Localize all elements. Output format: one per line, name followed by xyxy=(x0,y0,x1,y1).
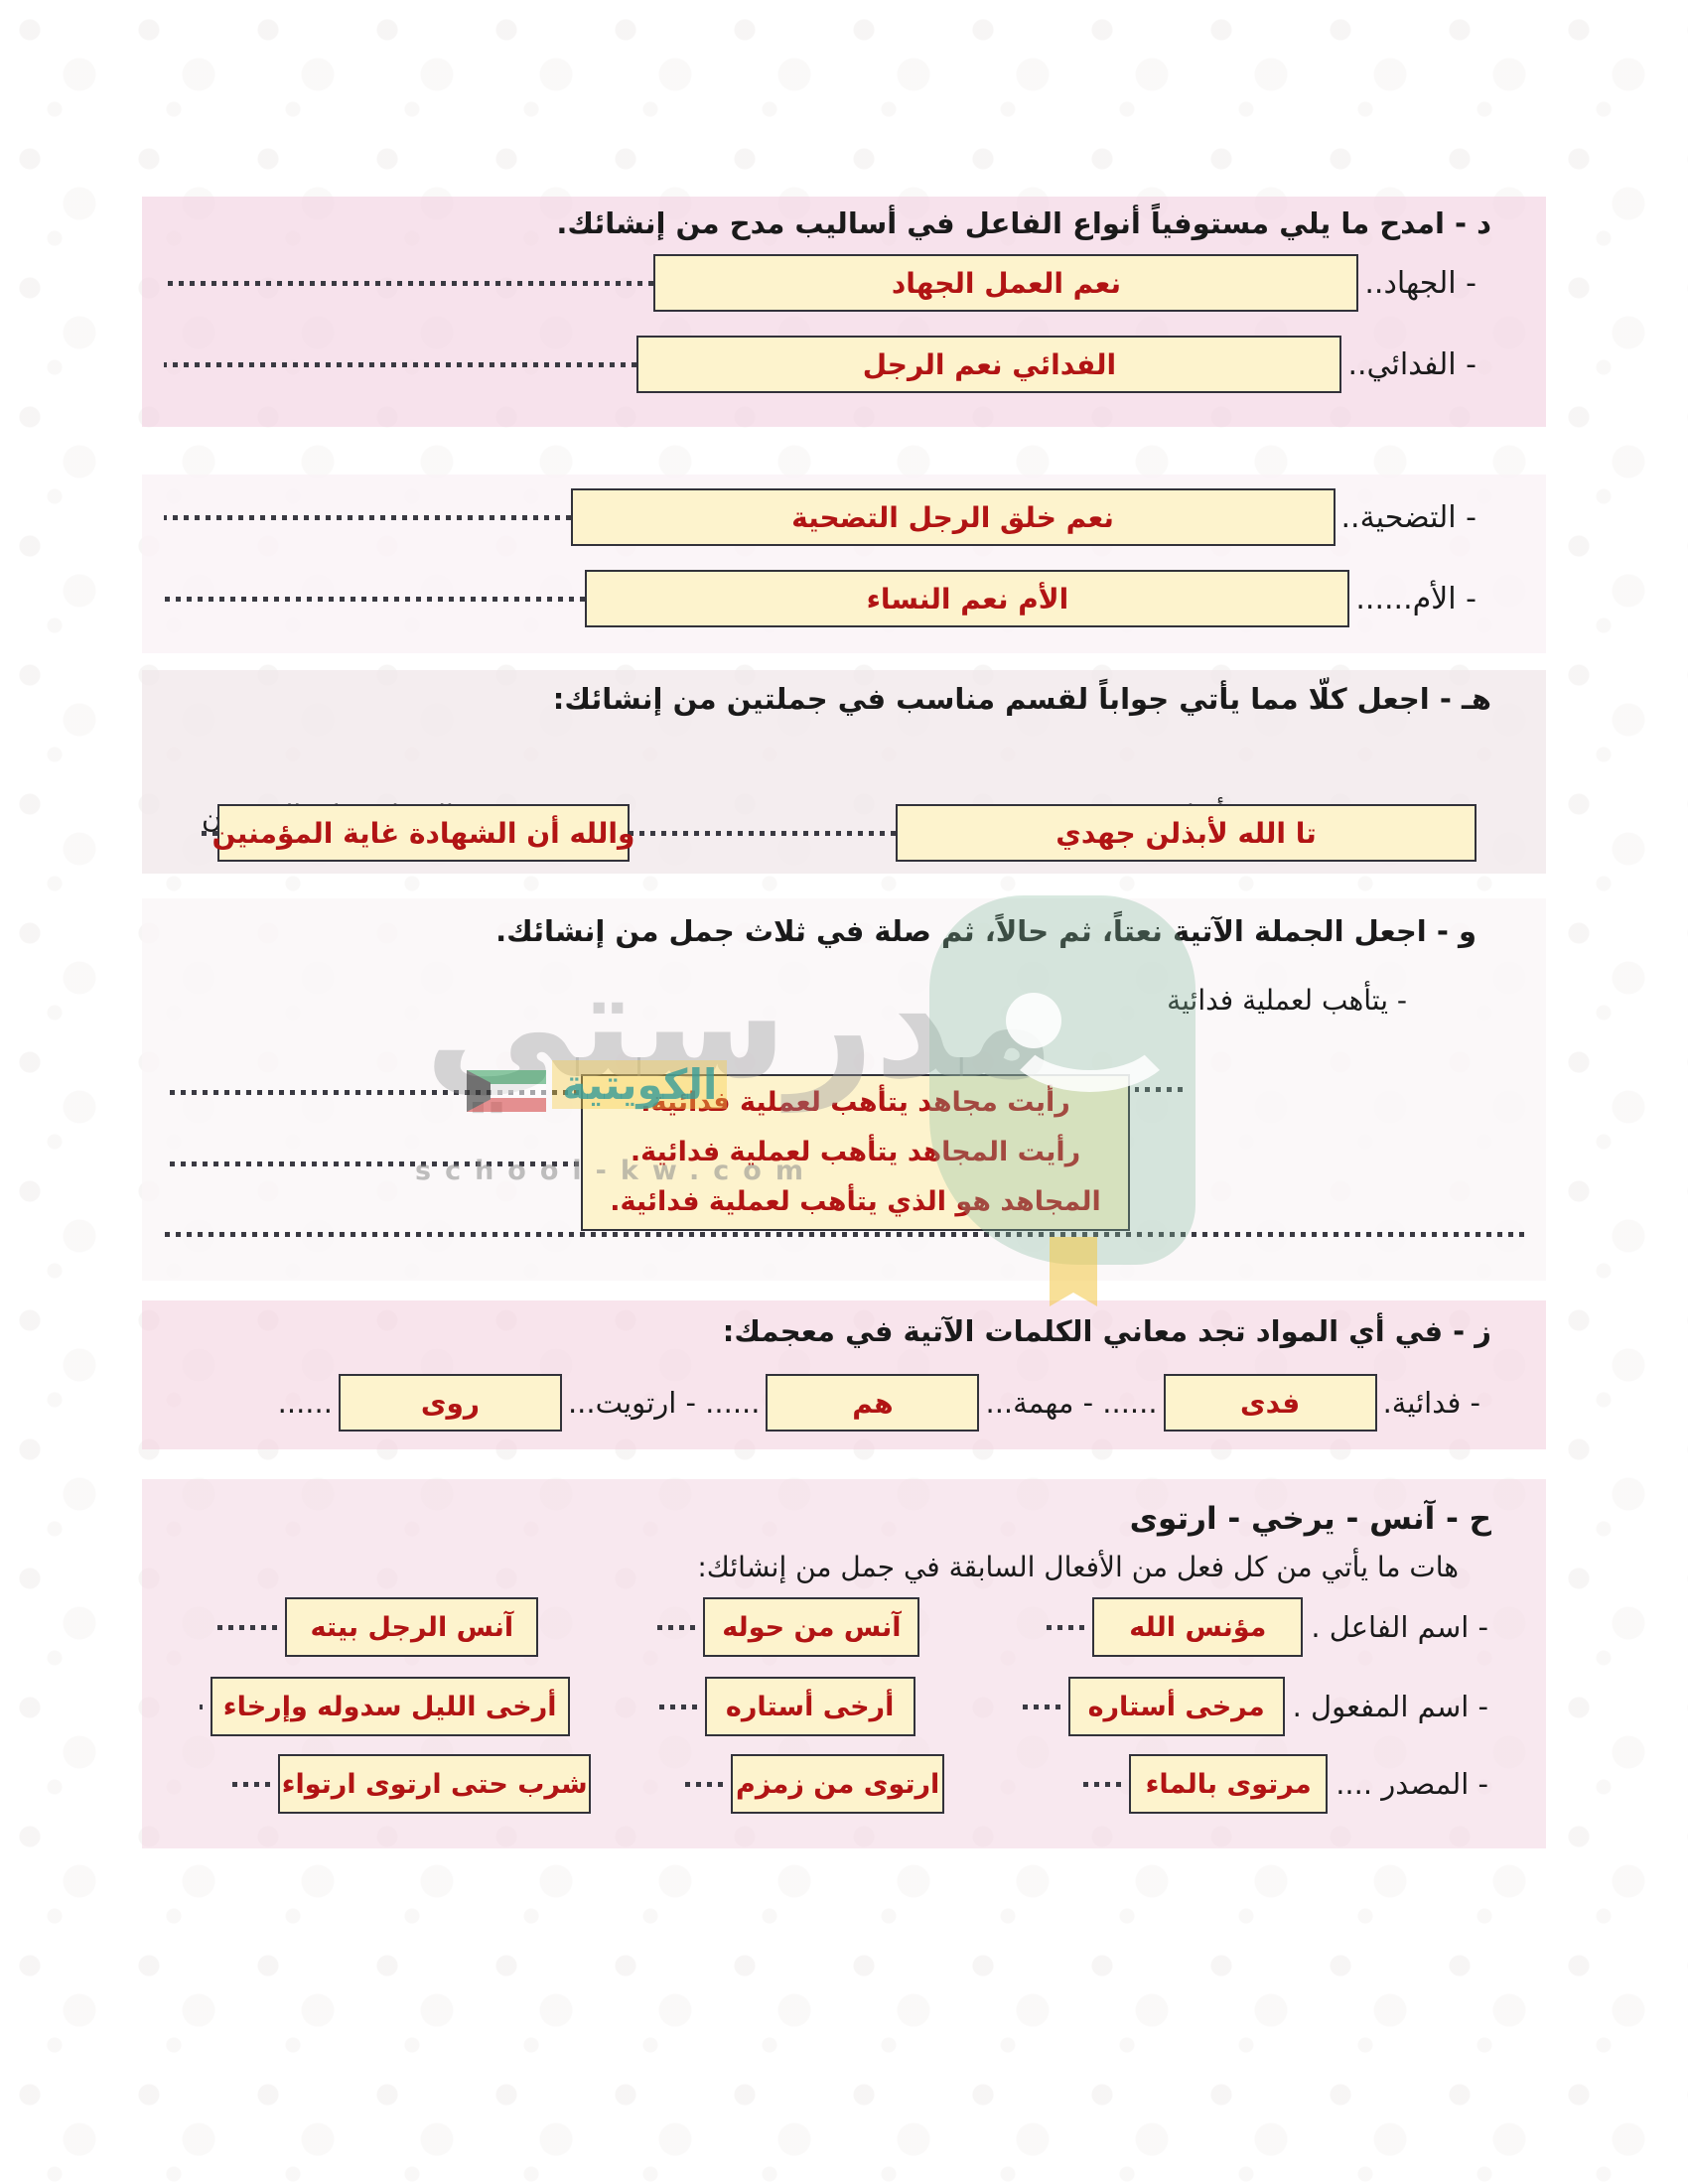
item-label: - الجهاد.. xyxy=(1364,265,1477,301)
row-label: - اسم المفعول . xyxy=(1292,1690,1488,1723)
answer-box: مرخى أستاره xyxy=(1067,1677,1285,1736)
dotted-line xyxy=(230,1781,271,1787)
section-z-header: ز - في أي المواد تجد معاني الكلمات الآتي… xyxy=(722,1314,1491,1348)
section-w-header: و - اجعل الجملة الآتية نعتاً، ثم حالاً، … xyxy=(495,914,1477,948)
exercise-row-tadhiya: - التضحية.. نعم خلق الرجل التضحية xyxy=(142,488,1546,546)
answer-box: فدى xyxy=(1163,1374,1377,1432)
dotted-line xyxy=(164,361,637,367)
answer-box: نعم خلق الرجل التضحية xyxy=(570,488,1336,546)
dotted-line xyxy=(164,1090,579,1095)
dotted-line xyxy=(217,1624,278,1630)
answer-text: مرتوى بالماء xyxy=(1145,1768,1312,1800)
answer-text: أرخى أستاره xyxy=(725,1691,895,1722)
word-label: ...... - ارتويت... xyxy=(567,1386,761,1420)
answer-box: مؤنس الله xyxy=(1092,1597,1304,1657)
answer-text: هم xyxy=(852,1386,894,1420)
exercise-row-jihad: - الجهاد.. نعم العمل الجهاد xyxy=(142,254,1546,312)
word-label: ...... - مهمة... xyxy=(985,1386,1158,1420)
dotted-line xyxy=(200,1704,203,1709)
answer-box: أرخى الليل سدوله وإرخاء xyxy=(210,1677,570,1736)
exercise-row-fidai: - الفدائي.. الفدائي نعم الرجل xyxy=(142,336,1546,393)
answer-text: والله أن الشهادة غاية المؤمنين xyxy=(211,816,635,850)
answer-text: نعم العمل الجهاد xyxy=(891,266,1121,300)
answer-text: مؤنس الله xyxy=(1129,1611,1267,1643)
dotted-line xyxy=(164,280,654,286)
section-h-header: هـ - اجعل كلّا مما يأتي جواباً لقسم مناس… xyxy=(552,682,1491,716)
item-label: - التضحية.. xyxy=(1340,499,1477,535)
dotted-line xyxy=(1020,1704,1060,1709)
dotted-line xyxy=(655,1624,696,1630)
section-h-panel: هـ - اجعل كلّا مما يأتي جواباً لقسم مناس… xyxy=(142,670,1546,874)
answer-text: نعم خلق الرجل التضحية xyxy=(791,500,1114,534)
section-z-panel: ز - في أي المواد تجد معاني الكلمات الآتي… xyxy=(142,1300,1546,1449)
section-hh-title: ح - آنس - يرخي - ارتوى xyxy=(1129,1501,1491,1537)
dotted-line xyxy=(1081,1781,1122,1787)
exercise-row-um: - الأم...... الأم نعم النساء xyxy=(142,570,1546,627)
row-label: - المصدر .... xyxy=(1336,1767,1488,1801)
answer-line: رأيت مجاهد يتأهب لعملية فدائية. xyxy=(640,1087,1070,1118)
answer-text: شرب حتى ارتوى ارتواء xyxy=(281,1768,588,1800)
section-w-prompt: - يتأهب لعملية فدائية xyxy=(1167,984,1407,1017)
dotted-line xyxy=(1135,1087,1183,1092)
row-masdar: - المصدر .... مرتوى بالماء ارتوى من زمزم… xyxy=(142,1754,1546,1814)
dotted-line xyxy=(164,596,586,602)
dotted-line xyxy=(202,830,217,836)
answer-box: آنس الرجل بيته xyxy=(285,1597,539,1657)
answer-box: ارتوى من زمزم xyxy=(731,1754,945,1814)
dotted-line xyxy=(656,1704,697,1709)
word-label: ...... xyxy=(277,1386,333,1420)
answer-box: أرخى أستاره xyxy=(704,1677,915,1736)
section-hh-panel: ح - آنس - يرخي - ارتوى هات ما يأتي من كل… xyxy=(142,1479,1546,1848)
word-label: - فدائية. xyxy=(1382,1386,1480,1420)
answer-box: آنس من حوله xyxy=(703,1597,920,1657)
answer-box: والله أن الشهادة غاية المؤمنين xyxy=(212,804,634,862)
answer-text: فدى xyxy=(1240,1386,1301,1420)
section-z-row: - فدائية. فدى ...... - مهمة... هم ......… xyxy=(142,1374,1546,1432)
answer-box: روى xyxy=(338,1374,562,1432)
answer-line: المجاهد هو الذي يتأهب لعملية فدائية. xyxy=(610,1186,1101,1217)
answer-box: شرب حتى ارتوى ارتواء xyxy=(278,1754,592,1814)
answer-text: مرخى أستاره xyxy=(1087,1691,1265,1722)
answer-box: رأيت مجاهد يتأهب لعملية فدائية. رأيت الم… xyxy=(581,1074,1130,1231)
row-ism-mafoul: - اسم المفعول . مرخى أستاره أرخى أستاره … xyxy=(142,1677,1546,1736)
row-ism-fael: - اسم الفاعل . مؤنس الله آنس من حوله آنس… xyxy=(142,1597,1546,1657)
answer-box: الفدائي نعم الرجل xyxy=(636,336,1342,393)
answer-box: الأم نعم النساء xyxy=(585,570,1350,627)
section-w-panel: و - اجعل الجملة الآتية نعتاً، ثم حالاً، … xyxy=(142,898,1546,1281)
answer-box: تا الله لأبذلن جهدي xyxy=(896,804,1477,862)
section-d-header: د - امدح ما يلي مستوفياً أنواع الفاعل في… xyxy=(556,206,1491,240)
answer-text: تا الله لأبذلن جهدي xyxy=(1055,816,1317,850)
answer-box: نعم العمل الجهاد xyxy=(653,254,1359,312)
dotted-line xyxy=(683,1781,724,1787)
dotted-line xyxy=(630,830,896,836)
answer-text: أرخى الليل سدوله وإرخاء xyxy=(222,1691,557,1722)
answer-text: ارتوى من زمزم xyxy=(736,1768,940,1800)
section-d-panel: د - امدح ما يلي مستوفياً أنواع الفاعل في… xyxy=(142,197,1546,427)
section-hh-instruction: هات ما يأتي من كل فعل من الأفعال السابقة… xyxy=(697,1551,1459,1583)
dotted-line xyxy=(164,1232,1524,1237)
dotted-line xyxy=(164,1161,579,1166)
answer-box: هم xyxy=(766,1374,980,1432)
answer-text: آنس من حوله xyxy=(722,1611,902,1643)
answer-text: الفدائي نعم الرجل xyxy=(862,347,1117,381)
item-label: - الأم...... xyxy=(1355,581,1477,616)
answer-text: روى xyxy=(420,1386,481,1420)
dotted-line xyxy=(164,514,571,520)
item-label: - الفدائي.. xyxy=(1347,346,1477,382)
section-h-answers: تا الله لأبذلن جهدي والله أن الشهادة غاي… xyxy=(142,804,1546,862)
answer-text: آنس الرجل بيته xyxy=(310,1611,514,1643)
answer-text: الأم نعم النساء xyxy=(866,582,1069,615)
answer-box: مرتوى بالماء xyxy=(1129,1754,1329,1814)
answer-line: رأيت المجاهد يتأهب لعملية فدائية. xyxy=(630,1137,1081,1167)
dotted-line xyxy=(1045,1624,1085,1630)
row-label: - اسم الفاعل . xyxy=(1311,1610,1488,1644)
section-d2-panel: - التضحية.. نعم خلق الرجل التضحية - الأم… xyxy=(142,475,1546,653)
